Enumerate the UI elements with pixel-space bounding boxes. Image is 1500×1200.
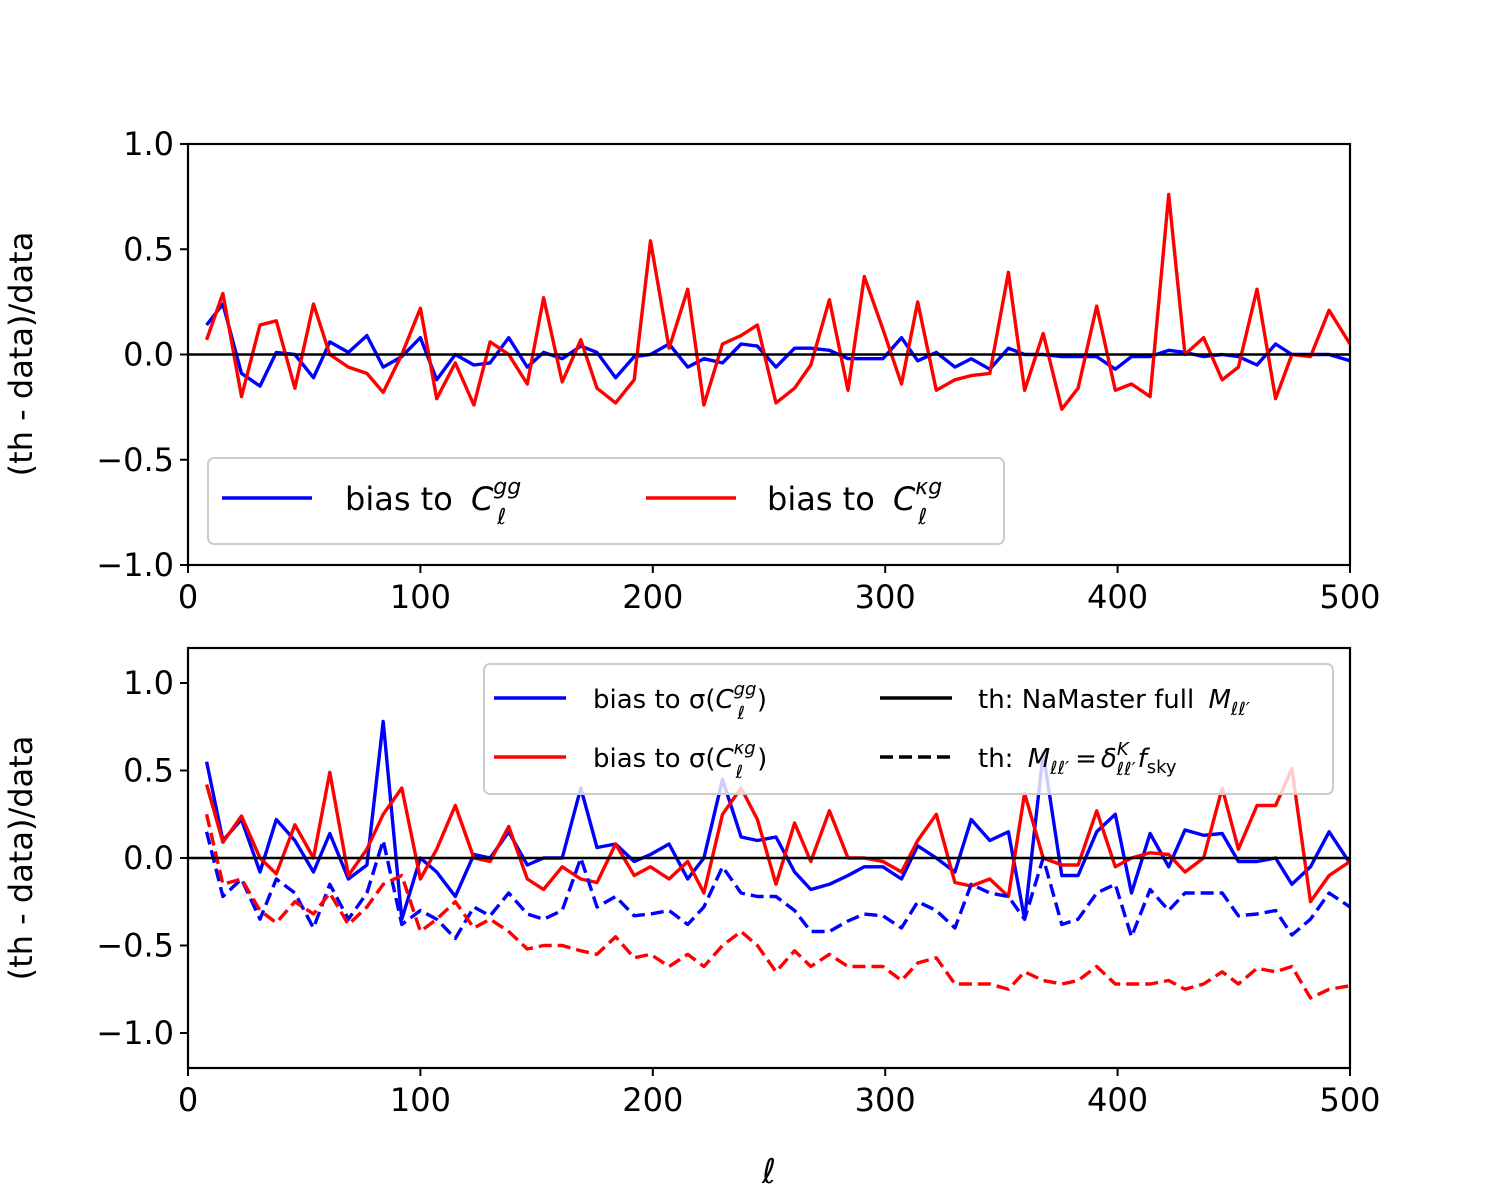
bottom-legend: bias to σ(Cgg ℓ) bias to σ(Cκg ℓ) th: NaMa… — [483, 663, 1334, 795]
top-series-line-1 — [204, 192, 1350, 411]
bottom-x-tick-label: 500 — [1319, 1081, 1380, 1119]
bottom-x-tick-label: 0 — [178, 1081, 198, 1119]
top-y-tick-label: −1.0 — [96, 546, 174, 584]
bottom-legend-label-sigma-kg: bias to σ(Cκg ℓ) — [593, 738, 767, 783]
bottom-legend-label-sigma-gg: bias to σ(Cgg ℓ) — [593, 679, 767, 724]
top-legend-label-gg: bias to Cgg ℓ — [345, 475, 521, 530]
top-y-tick-label: −0.5 — [96, 441, 174, 479]
bottom-panel: 0 100 200 300 400 500 1.0 0.5 0.0 −0.5 −1.0 (th - … — [2, 646, 1381, 1192]
bottom-legend-label-namaster: th: NaMaster full Mℓℓ′ — [978, 685, 1250, 720]
bottom-x-axis-label: ℓ — [761, 1152, 776, 1192]
bottom-x-tick-label: 100 — [390, 1081, 451, 1119]
top-legend-box — [207, 457, 1005, 545]
bottom-y-tick-label: −1.0 — [96, 1014, 174, 1052]
top-x-tick-label: 500 — [1319, 578, 1380, 616]
bottom-y-tick-label: 0.5 — [123, 752, 174, 790]
bottom-y-axis-label: (th - data)/data — [2, 736, 40, 981]
top-y-tick-label: 0.0 — [123, 336, 174, 374]
bottom-x-tick-label: 200 — [622, 1081, 683, 1119]
bottom-series-line-1 — [204, 766, 1350, 904]
top-y-axis-label: (th - data)/data — [2, 232, 40, 477]
top-x-tick-label: 200 — [622, 578, 683, 616]
bottom-series-line-2 — [204, 831, 1350, 941]
bottom-series-line-0 — [204, 719, 1350, 921]
bottom-x-tick-label: 400 — [1087, 1081, 1148, 1119]
bottom-legend-box — [483, 663, 1334, 795]
top-x-tick-label: 400 — [1087, 578, 1148, 616]
bottom-y-tick-label: 0.0 — [123, 839, 174, 877]
top-x-tick-label: 300 — [855, 578, 916, 616]
top-panel: 0 100 200 300 400 500 1.0 0.5 0.0 −0.5 −1.0 (th - … — [2, 125, 1381, 616]
top-axes-frame — [186, 142, 1352, 567]
top-y-tick-label: 0.5 — [123, 230, 174, 268]
bottom-y-tick-label: 1.0 — [123, 664, 174, 702]
top-y-tick-label: 1.0 — [123, 125, 174, 163]
bottom-x-tick-label: 300 — [855, 1081, 916, 1119]
top-x-tick-label: 100 — [390, 578, 451, 616]
bottom-series-line-3 — [204, 813, 1350, 1000]
bottom-y-tick-label: −0.5 — [96, 927, 174, 965]
top-axis-ticks: 0 100 200 300 400 500 1.0 0.5 0.0 −0.5 −1.0 — [96, 125, 1380, 616]
top-x-tick-label: 0 — [178, 578, 198, 616]
bottom-axes-frame — [186, 646, 1352, 1070]
bottom-axis-ticks: 0 100 200 300 400 500 1.0 0.5 0.0 −0.5 −1.0 — [96, 664, 1380, 1119]
top-plot-area — [188, 192, 1350, 411]
top-legend-label-kg: bias to Cκg ℓ — [767, 475, 942, 530]
bottom-plot-area — [188, 719, 1350, 1000]
top-legend: bias to Cgg ℓ bias to Cκg ℓ — [207, 457, 1005, 545]
